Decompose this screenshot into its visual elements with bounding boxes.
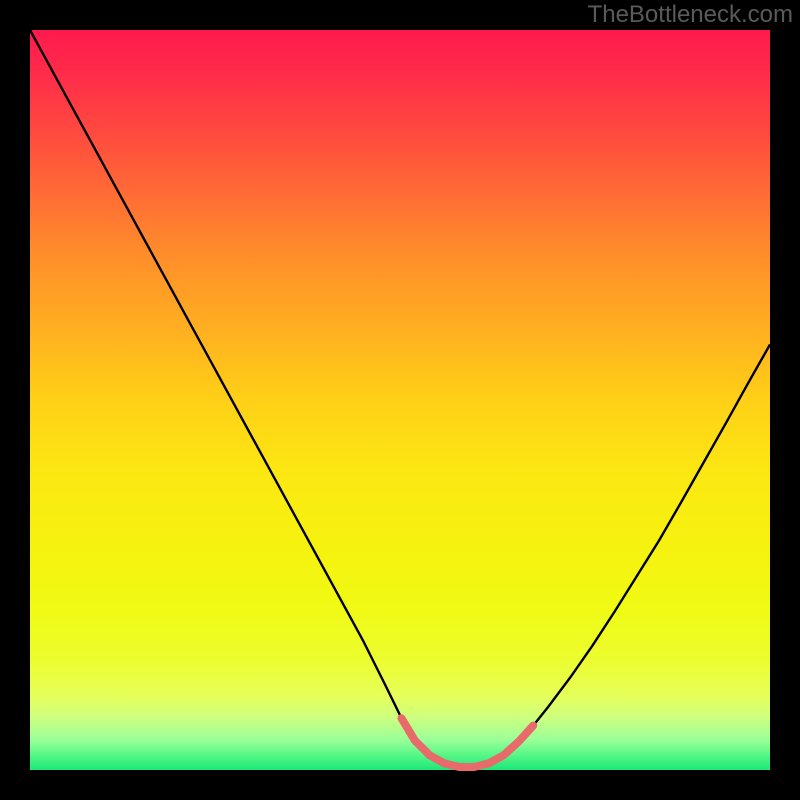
watermark-text: TheBottleneck.com — [588, 1, 793, 28]
plot-area — [30, 30, 770, 770]
bottleneck-chart: TheBottleneck.com — [0, 0, 800, 800]
chart-container: TheBottleneck.com — [0, 0, 800, 800]
